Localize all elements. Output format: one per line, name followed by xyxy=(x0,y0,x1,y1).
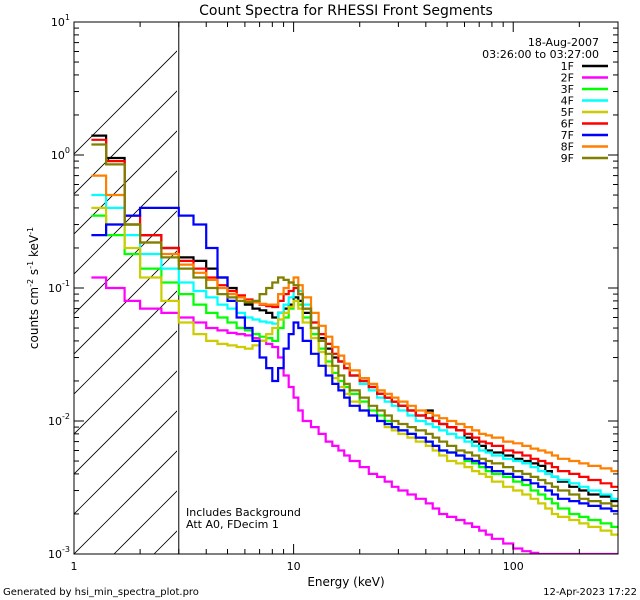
y-tick-exp: 1 xyxy=(65,13,70,22)
y-axis-label-exp2: -1 xyxy=(26,261,35,269)
y-tick-exp: -2 xyxy=(62,412,70,421)
footer-timestamp: 12-Apr-2023 17:22 xyxy=(543,587,637,598)
y-tick-base: 10 xyxy=(48,415,62,428)
series-line-9F xyxy=(91,143,618,507)
y-axis-label: counts cm-2 s-1 keV-1 xyxy=(26,227,41,349)
x-tick-label: 1 xyxy=(71,560,78,573)
y-tick-label: 101 xyxy=(51,13,70,29)
legend-label-1F: 1F xyxy=(561,60,574,73)
legend-label-3F: 3F xyxy=(561,83,574,96)
y-tick-label: 100 xyxy=(51,146,70,162)
series-layer xyxy=(91,134,618,554)
y-axis-label-mid2: keV xyxy=(27,234,41,261)
x-axis: 1 10 100 xyxy=(71,22,619,573)
legend-label-7F: 7F xyxy=(561,129,574,142)
y-tick-label: 10-1 xyxy=(48,279,70,295)
time-range-label: 03:26:00 to 03:27:00 xyxy=(482,48,599,61)
y-axis-label-mid1: s xyxy=(27,269,41,279)
annotation-attenuator: Att A0, FDecim 1 xyxy=(186,518,279,531)
series-line-2F xyxy=(91,276,618,554)
y-tick-label: 10-2 xyxy=(48,412,70,428)
x-tick-label: 10 xyxy=(287,560,301,573)
y-tick-base: 10 xyxy=(48,548,62,561)
date-label: 18-Aug-2007 xyxy=(528,36,599,49)
hatch-line xyxy=(74,50,177,155)
legend-label-8F: 8F xyxy=(561,141,574,154)
legend-label-5F: 5F xyxy=(561,106,574,119)
y-tick-base: 10 xyxy=(51,16,65,29)
hatch-line xyxy=(74,450,177,554)
y-axis-label-exp1: -2 xyxy=(26,279,35,287)
chart-title: Count Spectra for RHESSI Front Segments xyxy=(199,3,493,19)
legend-label-6F: 6F xyxy=(561,118,574,131)
y-tick-exp: -1 xyxy=(62,279,70,288)
y-tick-exp: -3 xyxy=(62,545,70,554)
hatch-line xyxy=(74,250,177,355)
hatch-line xyxy=(74,370,177,475)
hatch-line xyxy=(74,210,177,315)
annotation-background: Includes Background xyxy=(186,506,301,519)
y-axis-label-exp3: -1 xyxy=(26,227,35,235)
y-tick-exp: 0 xyxy=(65,146,70,155)
y-tick-label: 10-3 xyxy=(48,545,70,561)
legend-label-9F: 9F xyxy=(561,152,574,165)
legend-label-4F: 4F xyxy=(561,95,574,108)
x-axis-label: Energy (keV) xyxy=(307,575,384,589)
hatch-line xyxy=(74,410,177,515)
hatched-region xyxy=(74,50,177,554)
x-tick-label: 100 xyxy=(503,560,524,573)
footer-generated-by: Generated by hsi_min_spectra_plot.pro xyxy=(3,587,199,598)
y-axis-label-main: counts cm xyxy=(27,287,41,349)
y-tick-base: 10 xyxy=(48,282,62,295)
legend-label-2F: 2F xyxy=(561,72,574,85)
y-tick-base: 10 xyxy=(51,149,65,162)
series-line-7F xyxy=(91,206,618,513)
